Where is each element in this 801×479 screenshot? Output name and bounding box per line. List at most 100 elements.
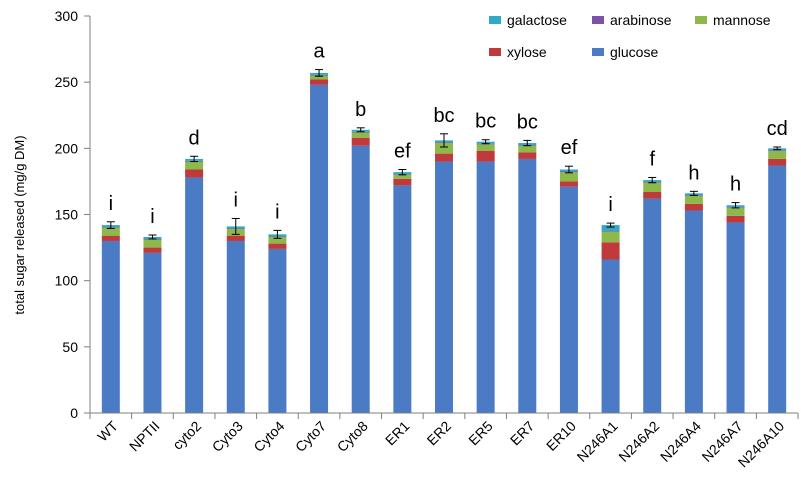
legend-label: arabinose <box>610 12 672 28</box>
legend-swatch <box>489 48 501 56</box>
x-tick-label: WT <box>94 417 121 444</box>
legend-item-galactose: galactose <box>489 12 567 28</box>
legend-swatch <box>695 16 707 24</box>
bar-segment-xylose <box>101 235 120 241</box>
bar-group: i <box>101 193 120 413</box>
bar-segment-mannose <box>768 150 787 159</box>
bar-group: f <box>643 148 662 413</box>
significance-label: ef <box>561 137 578 159</box>
y-tick-label: 100 <box>55 273 79 289</box>
bar-group: ef <box>559 137 578 413</box>
bar-segment-xylose <box>310 79 329 85</box>
bar-group: h <box>726 174 745 413</box>
bar-segment-xylose <box>351 137 370 146</box>
significance-label: i <box>150 206 154 228</box>
bar-segment-xylose <box>518 152 537 159</box>
bar-group: a <box>310 41 329 414</box>
x-tick-label: NPTII <box>126 418 163 455</box>
bar-segment-xylose <box>393 178 412 186</box>
bar-segment-glucose <box>518 158 537 413</box>
x-tick-label: ER5 <box>465 418 496 449</box>
bar-segment-mannose <box>684 195 703 204</box>
bar-group: i <box>226 189 245 413</box>
significance-label: d <box>189 127 200 149</box>
x-tick-label: ER1 <box>382 418 413 449</box>
bar-segment-mannose <box>435 143 453 154</box>
significance-label: a <box>313 41 325 63</box>
x-tick-label: ER10 <box>543 418 579 454</box>
x-tick-label: N246A10 <box>735 418 788 471</box>
x-axis: WT NPTII cyto2 Cyto3 Cyto4 Cyto7 Cyto8 ER1 ER2 ER… <box>89 412 799 471</box>
bar-segment-glucose <box>185 177 204 413</box>
significance-label: h <box>688 162 699 184</box>
bar-segment-xylose <box>143 247 162 253</box>
bar-group: d <box>185 127 204 413</box>
bar-segment-glucose <box>143 252 162 413</box>
bar-segment-glucose <box>559 186 578 413</box>
significance-label: ef <box>394 141 411 163</box>
bar-segment-glucose <box>768 165 787 413</box>
x-tick-label: N246A1 <box>574 418 621 465</box>
legend-item-glucose: glucose <box>592 44 658 60</box>
bar-segment-glucose <box>435 161 453 413</box>
bar-segment-xylose <box>185 169 204 178</box>
bar-segment-mannose <box>601 231 620 243</box>
bar-segment-mannose <box>726 207 745 216</box>
y-axis: 0 50 100 150 200 250 300 <box>55 8 91 421</box>
bar-group: bc <box>475 111 496 413</box>
bar-segment-xylose <box>226 235 245 241</box>
y-tick-label: 150 <box>55 207 79 223</box>
bar-segment-mannose <box>643 182 662 193</box>
legend: galactose arabinose mannose xylose glucose <box>489 12 771 60</box>
bar-segment-glucose <box>601 259 620 413</box>
x-tick-label: ER2 <box>424 418 455 449</box>
bar-segment-glucose <box>310 84 329 414</box>
significance-label: b <box>355 99 366 121</box>
legend-item-xylose: xylose <box>489 44 547 60</box>
x-tick-label: Cyto3 <box>209 418 246 455</box>
y-tick-label: 250 <box>55 74 79 90</box>
legend-swatch <box>592 48 604 56</box>
x-tick-label: Cyto8 <box>334 418 371 455</box>
x-tick-label: Cyto7 <box>292 418 329 455</box>
bar-segment-mannose <box>143 239 162 248</box>
legend-swatch <box>489 16 501 24</box>
bar-segment-mannose <box>351 132 370 138</box>
bar-group: i <box>143 206 162 413</box>
bar-segment-mannose <box>518 145 537 153</box>
bar-segment-mannose <box>476 144 495 151</box>
bar-segment-xylose <box>559 181 578 187</box>
significance-label: cd <box>767 118 788 140</box>
bar-segment-xylose <box>435 153 453 162</box>
significance-label: bc <box>475 111 496 133</box>
bar-segment-glucose <box>684 210 703 413</box>
bar-segment-glucose <box>643 198 662 413</box>
x-tick-label: cyto2 <box>169 418 204 453</box>
bar-segment-mannose <box>101 227 120 236</box>
bar-segment-xylose <box>476 150 495 162</box>
bar-segment-mannose <box>185 161 204 170</box>
significance-label: bc <box>433 105 454 127</box>
bar-segment-xylose <box>684 203 703 211</box>
bar-segment-glucose <box>476 161 495 413</box>
x-tick-label: N246A2 <box>615 418 662 465</box>
bar-segment-xylose <box>768 158 787 166</box>
bar-segment-mannose <box>268 236 287 244</box>
significance-label: h <box>730 174 741 196</box>
bar-segment-glucose <box>393 185 412 413</box>
bar-segment-arabinose <box>768 150 787 151</box>
y-tick-label: 50 <box>62 339 78 355</box>
bar-segment-galactose <box>601 225 620 232</box>
y-tick-label: 200 <box>55 140 79 156</box>
legend-label: mannose <box>713 12 771 28</box>
bar-segment-glucose <box>226 240 245 413</box>
bar-segment-xylose <box>268 243 287 249</box>
bar-segment-mannose <box>310 75 329 80</box>
legend-label: xylose <box>507 44 547 60</box>
significance-label: f <box>649 148 655 170</box>
bar-group: bc <box>517 111 538 413</box>
bar-group: b <box>351 99 370 414</box>
significance-label: i <box>275 201 279 223</box>
